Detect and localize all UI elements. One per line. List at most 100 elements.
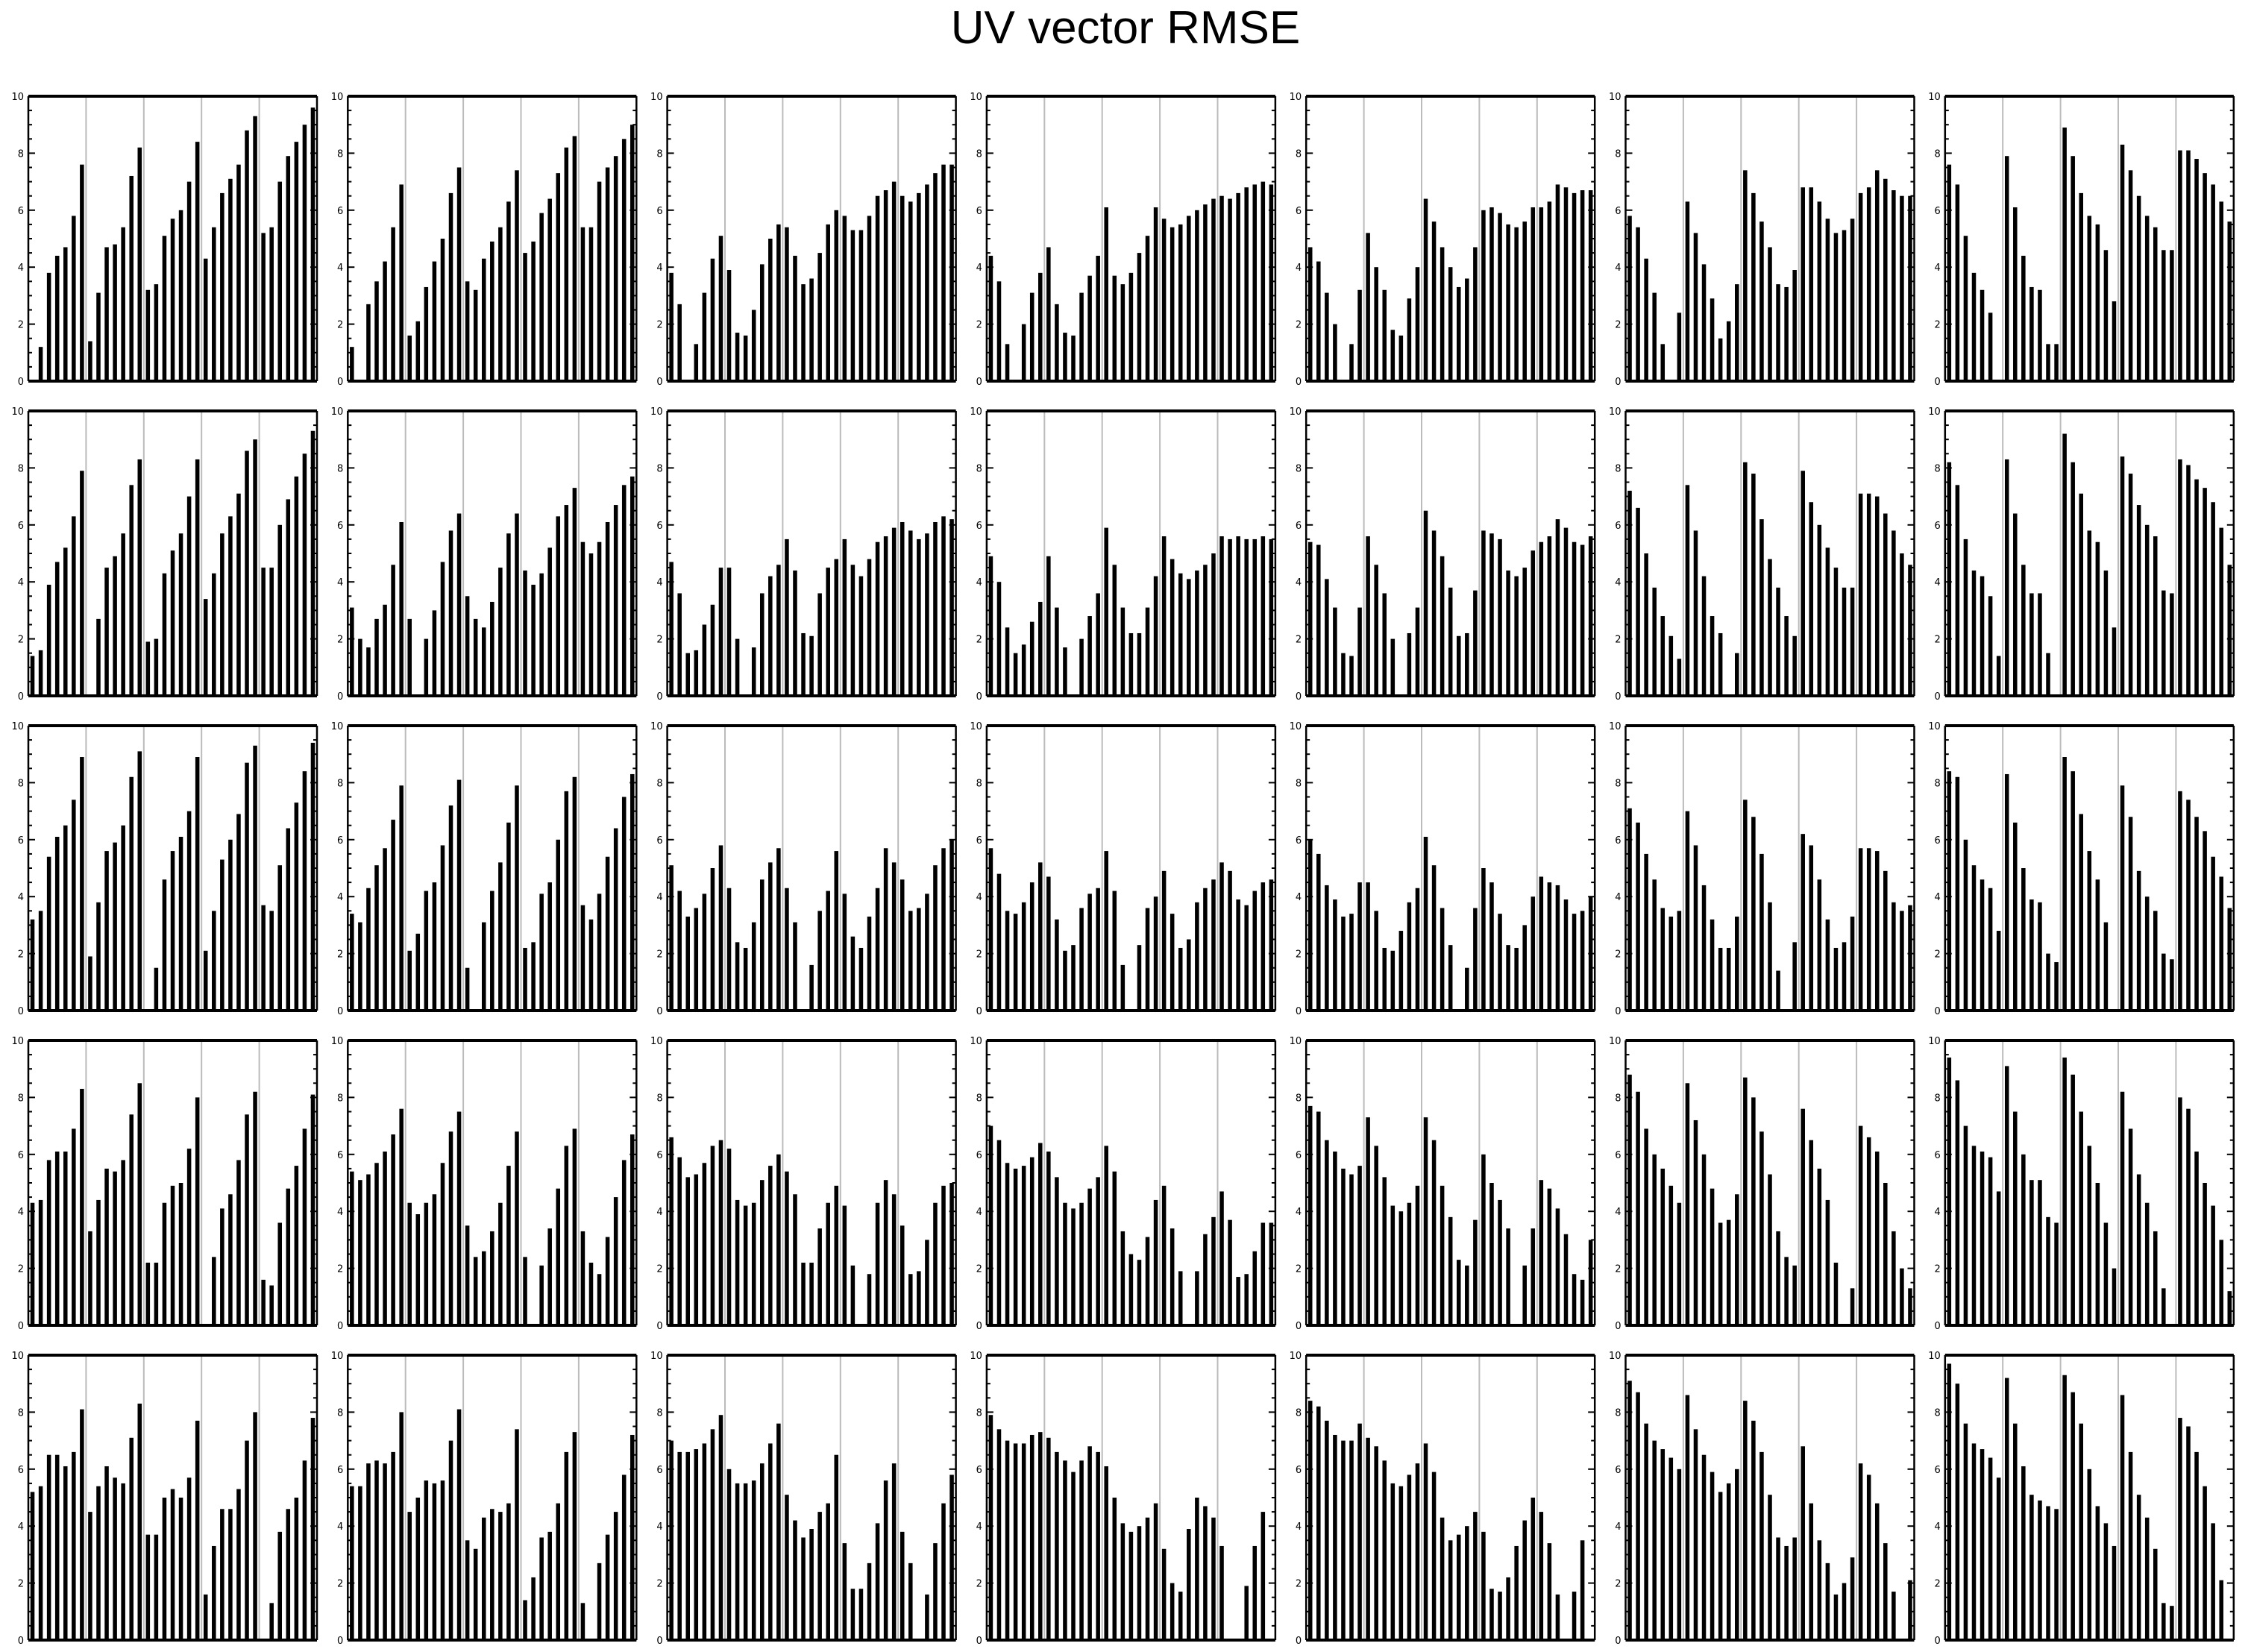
bar [1228,198,1232,381]
bar [1588,190,1593,381]
bar [1046,247,1051,381]
bar [104,1466,109,1640]
bar [80,757,84,1011]
y-tick-label: 0 [1296,691,1302,703]
y-tick-label: 4 [976,263,982,274]
bar [1195,210,1199,381]
bar [710,1429,715,1640]
y-tick-label: 8 [656,463,662,474]
bar [1145,236,1150,381]
bar [1325,885,1329,1011]
bar [900,879,905,1011]
bar [1677,313,1682,381]
bar [793,1194,797,1325]
bar [2079,1111,2084,1325]
y-tick-label: 2 [1615,635,1621,646]
bar [768,1166,773,1325]
bar [2144,1202,2150,1325]
bar [1120,284,1126,381]
bar [2219,1240,2223,1325]
y-tick-label: 10 [331,1351,344,1362]
bar [1908,1288,1912,1325]
bar [228,516,233,696]
bar [2021,1154,2026,1325]
bar [162,879,167,1011]
bar [195,459,200,696]
bar [448,192,453,381]
panel-r5-c7: 0 2 4 6 8 10 [1928,1351,2235,1647]
bar [1660,908,1666,1011]
bar [2219,1580,2223,1640]
bar [399,184,404,382]
bar [2161,590,2166,696]
bar [669,562,674,696]
bar [809,635,814,696]
bar [949,1474,954,1640]
y-tick-label: 4 [18,263,24,274]
bar [2046,1216,2050,1325]
bar [1874,1151,1880,1325]
y-tick-label: 8 [1615,1407,1621,1419]
bar [399,521,404,696]
bar [1341,916,1346,1011]
y-tick-label: 10 [650,721,663,732]
bar [1685,485,1690,696]
bar [2194,159,2199,382]
y-tick-label: 10 [650,1351,663,1362]
bar [374,618,379,696]
bar [1178,224,1183,381]
y-tick-label: 2 [656,1264,662,1275]
bar [1366,536,1370,696]
bar [1228,538,1232,696]
y-tick-label: 2 [1296,320,1302,331]
bar [1473,1512,1478,1640]
y-tick-label: 10 [1290,1036,1302,1047]
bar [1374,267,1378,381]
bar [1013,653,1018,696]
bar [1440,247,1445,381]
bar [1178,1592,1183,1640]
bar [1580,190,1585,381]
bar [1137,1260,1142,1325]
bar [630,1134,635,1325]
bar [113,556,117,696]
bar [220,533,225,696]
bar [154,967,159,1011]
bar [1776,1537,1780,1640]
bar [1776,284,1780,381]
bar [718,845,723,1011]
bar [564,505,569,696]
bar [212,911,216,1011]
panel-r5-c5: 0 2 4 6 8 10 [1290,1351,1596,1647]
bar [1825,547,1830,696]
bar [1833,233,1839,381]
y-tick-label: 0 [1615,1636,1621,1647]
bar [1219,536,1224,696]
bar [875,1202,880,1325]
bar [1498,538,1502,696]
bar [572,488,577,696]
bar [1498,914,1502,1011]
bar [366,647,371,696]
bar [407,1512,412,1640]
panel-r2-c6: 0 2 4 6 8 10 [1609,406,1915,703]
bar [1784,1257,1789,1325]
bar [2227,1291,2232,1325]
bar [1506,1228,1510,1325]
bar [30,1202,35,1325]
bar [1431,865,1437,1011]
bar [1685,811,1690,1011]
y-tick-label: 8 [656,778,662,789]
bar [2144,896,2150,1011]
bar [1531,550,1536,696]
bar [1988,888,1993,1011]
bar [834,851,839,1011]
bar [1333,324,1337,381]
y-tick-label: 4 [1296,892,1302,903]
bar [245,130,249,381]
bar [1701,576,1707,696]
bar [1539,541,1544,696]
y-tick-label: 4 [976,1521,982,1533]
bar [145,1262,151,1325]
bar [1660,344,1666,381]
